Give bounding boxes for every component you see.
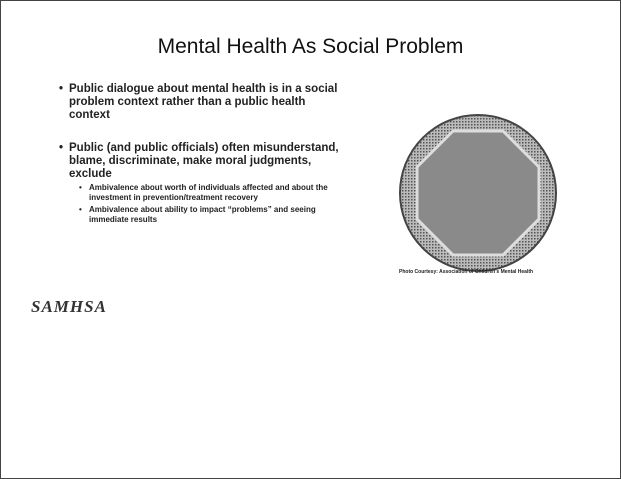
slide: Mental Health As Social Problem Public d…	[0, 0, 621, 479]
sub-bullet: Ambivalence about worth of individuals a…	[79, 183, 349, 203]
bullet: Public dialogue about mental health is i…	[59, 83, 349, 122]
bullet-list: Public dialogue about mental health is i…	[59, 83, 349, 245]
bullet-text: Public (and public officials) often misu…	[69, 142, 339, 180]
bullet: Public (and public officials) often misu…	[59, 142, 349, 225]
logo: SAMHSA	[31, 297, 107, 317]
bullet-text: Public dialogue about mental health is i…	[69, 83, 337, 121]
image-caption: Photo Courtesy: Association of Children'…	[399, 269, 599, 275]
sub-bullet-list: Ambivalence about worth of individuals a…	[79, 183, 349, 225]
slide-title: Mental Health As Social Problem	[1, 35, 620, 59]
stop-sign-photo	[393, 109, 563, 279]
sub-bullet: Ambivalence about ability to impact “pro…	[79, 205, 349, 225]
